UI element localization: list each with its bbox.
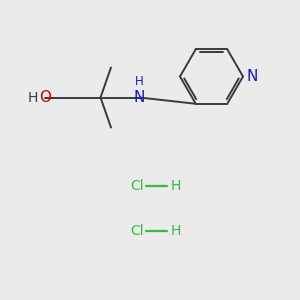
Text: N: N [247,69,258,84]
Text: N: N [134,90,145,105]
Text: H: H [27,91,38,104]
Text: H: H [171,224,181,238]
Text: Cl: Cl [130,179,144,193]
Text: O: O [39,90,51,105]
Text: H: H [135,75,144,88]
Text: H: H [171,179,181,193]
Text: Cl: Cl [130,224,144,238]
